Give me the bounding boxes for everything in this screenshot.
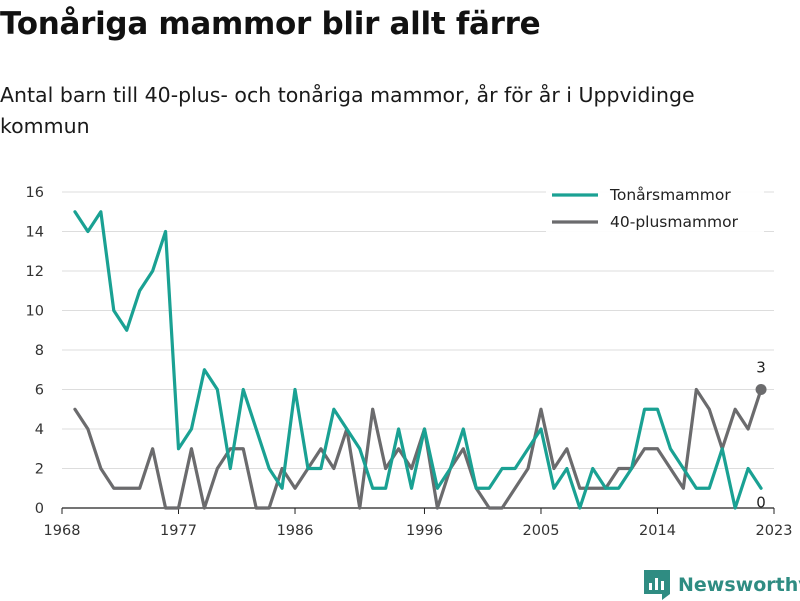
series-line-ton-rsmammor xyxy=(73,210,763,510)
newsworthy-brand[interactable]: Newsworthy xyxy=(644,569,800,601)
y-tick-label: 8 xyxy=(35,343,44,359)
y-tick-label: 10 xyxy=(26,304,44,320)
x-tick-label: 2005 xyxy=(523,523,560,539)
end-point-40-plusmammor xyxy=(755,384,767,395)
y-tick-label: 16 xyxy=(26,185,44,201)
x-tick-label: 2023 xyxy=(756,523,793,539)
end-label-40-plusmammor: 3 xyxy=(756,359,766,377)
y-tick-label: 14 xyxy=(26,225,44,241)
legend-label: 40-plusmammor xyxy=(610,213,739,231)
y-tick-label: 0 xyxy=(35,501,44,517)
x-tick-label: 1986 xyxy=(277,523,314,539)
y-tick-label: 2 xyxy=(35,462,44,478)
x-tick-label: 1968 xyxy=(44,523,81,539)
x-tick-label: 1996 xyxy=(406,523,443,539)
series-line-40-plusmammor xyxy=(73,387,763,510)
x-tick-label: 2014 xyxy=(639,523,676,539)
x-tick-label: 1977 xyxy=(160,523,197,539)
bar-chart-logo-icon xyxy=(644,570,670,600)
y-tick-label: 12 xyxy=(26,264,44,280)
y-tick-label: 4 xyxy=(35,422,44,438)
brand-name: Newsworthy xyxy=(678,574,800,596)
end-label-tonarsmammor: 0 xyxy=(756,493,766,511)
chart-subtitle: Antal barn till 40-plus- och tonåriga ma… xyxy=(0,83,695,138)
y-tick-label: 6 xyxy=(35,383,44,399)
legend-label: Tonårsmammor xyxy=(609,186,731,204)
legend-box xyxy=(546,181,764,237)
chart-title: Tonåriga mammor blir allt färre xyxy=(0,6,541,42)
